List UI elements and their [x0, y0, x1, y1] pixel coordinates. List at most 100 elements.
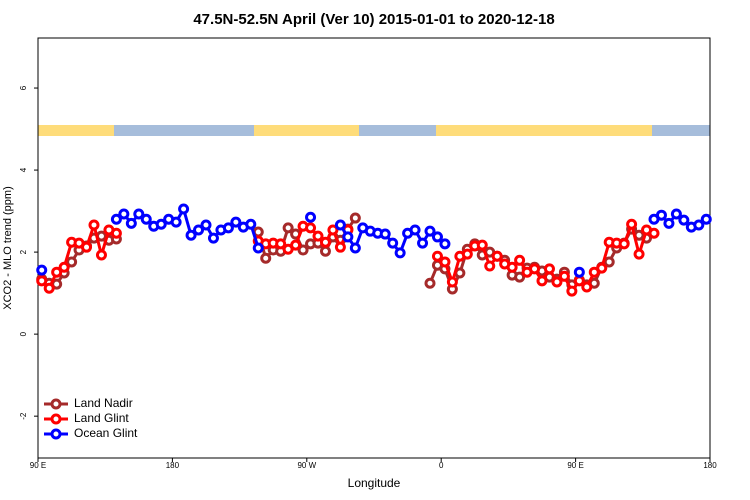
data-point	[133, 208, 145, 220]
ocean-band	[359, 125, 436, 136]
data-point	[43, 282, 55, 294]
y-tick-label: 0	[19, 331, 28, 336]
data-point	[312, 230, 324, 242]
x-tick-label: 0	[439, 461, 444, 470]
ocean-band	[652, 125, 710, 136]
y-axis-label: XCO2 - MLO trend (ppm)	[2, 186, 14, 309]
land-ocean-strip	[38, 125, 710, 136]
y-tick-label: 2	[19, 249, 28, 254]
data-point	[655, 209, 667, 221]
land-band	[254, 125, 359, 136]
plot-frame	[37, 37, 711, 459]
land-band	[38, 125, 114, 136]
data-point	[110, 213, 122, 225]
x-tick-label: 180	[703, 461, 717, 470]
data-point	[178, 203, 190, 215]
data-point	[118, 208, 130, 220]
legend-label: Land Glint	[74, 411, 129, 425]
data-point	[58, 261, 70, 273]
data-point	[260, 252, 272, 264]
data-point	[394, 247, 406, 259]
data-point	[566, 285, 578, 297]
data-point	[670, 208, 682, 220]
data-point	[596, 262, 608, 274]
data-point	[275, 238, 287, 250]
data-point	[327, 224, 339, 236]
data-point	[110, 227, 122, 239]
land-band	[436, 125, 652, 136]
data-point	[603, 256, 615, 268]
data-point	[581, 281, 593, 293]
data-point	[185, 229, 197, 241]
data-point	[543, 263, 555, 275]
data-point	[305, 211, 317, 223]
data-point	[506, 261, 518, 273]
chart-title: 47.5N-52.5N April (Ver 10) 2015-01-01 to…	[193, 11, 554, 28]
data-point	[334, 241, 346, 253]
data-point	[88, 219, 100, 231]
data-point	[230, 216, 242, 228]
data-point	[693, 219, 705, 231]
legend-label: Land Nadir	[74, 396, 133, 410]
data-point	[252, 242, 264, 254]
data-point	[319, 245, 331, 257]
legend-marker	[50, 413, 62, 425]
data-point	[125, 217, 137, 229]
data-point	[618, 238, 630, 250]
data-point	[140, 213, 152, 225]
data-point	[334, 219, 346, 231]
data-point	[484, 260, 496, 272]
data-point	[193, 224, 205, 236]
data-point	[409, 224, 421, 236]
x-tick-label: 90 E	[567, 461, 583, 470]
x-tick-label: 180	[166, 461, 180, 470]
data-point	[290, 239, 302, 251]
data-point	[379, 228, 391, 240]
y-tick-label: 4	[19, 167, 28, 172]
x-tick-label: 90 E	[30, 461, 46, 470]
data-point	[207, 232, 219, 244]
data-point	[245, 218, 257, 230]
data-point	[155, 218, 167, 230]
data-point	[461, 248, 473, 260]
y-tick-label: -2	[19, 412, 28, 420]
data-point	[81, 241, 93, 253]
ocean-band	[114, 125, 254, 136]
data-point	[700, 213, 712, 225]
data-point	[349, 212, 361, 224]
data-point	[424, 277, 436, 289]
data-point	[536, 275, 548, 287]
data-point	[439, 256, 451, 268]
data-point	[663, 217, 675, 229]
data-point	[417, 237, 429, 249]
data-point	[424, 225, 436, 237]
data-point	[170, 216, 182, 228]
data-point	[431, 231, 443, 243]
data-point	[282, 222, 294, 234]
legend-label: Ocean Glint	[74, 426, 138, 440]
data-point	[95, 249, 107, 261]
data-point	[446, 276, 458, 288]
y-tick-label: 6	[19, 85, 28, 90]
data-point	[66, 256, 78, 268]
data-point	[51, 266, 63, 278]
data-point	[626, 218, 638, 230]
data-point	[558, 270, 570, 282]
x-axis-label: Longitude	[348, 476, 401, 490]
data-point	[648, 227, 660, 239]
data-point	[514, 271, 526, 283]
data-point	[551, 276, 563, 288]
data-point	[305, 222, 317, 234]
x-tick-label: 90 W	[297, 461, 316, 470]
data-point	[678, 214, 690, 226]
data-point	[36, 264, 48, 276]
data-point	[633, 248, 645, 260]
series	[36, 203, 712, 278]
data-point	[222, 222, 234, 234]
legend-marker	[50, 398, 62, 410]
data-point	[297, 244, 309, 256]
data-point	[342, 231, 354, 243]
